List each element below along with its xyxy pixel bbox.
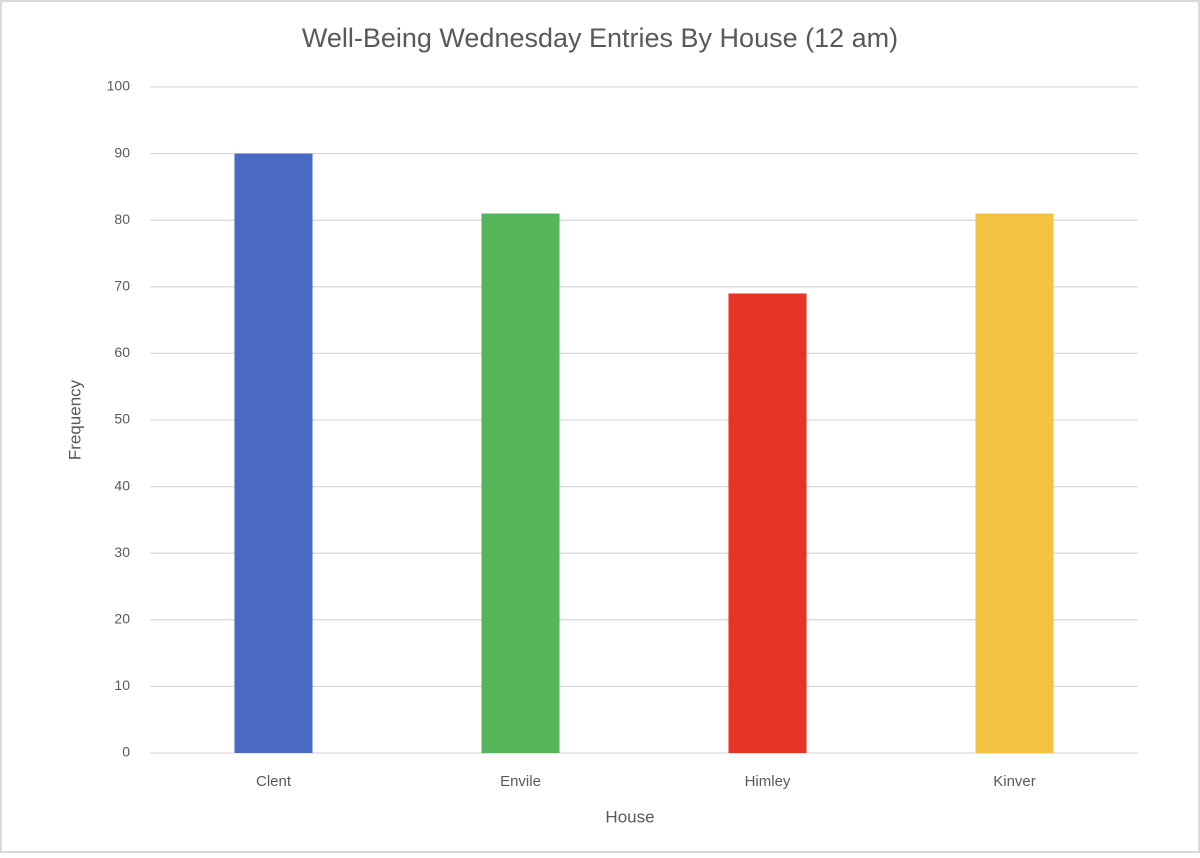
y-tick-label: 20	[114, 611, 130, 627]
y-tick-label: 80	[114, 211, 130, 227]
y-tick-label: 70	[114, 278, 130, 294]
y-tick-label: 90	[114, 144, 130, 160]
bar	[234, 153, 313, 754]
x-tick-label: Clent	[256, 773, 292, 790]
y-tick-label: 100	[107, 78, 131, 94]
y-tick-label: 10	[114, 677, 130, 693]
y-tick-label: 50	[114, 411, 130, 427]
x-tick-label: Envile	[500, 773, 541, 790]
bar	[728, 293, 807, 753]
x-tick-label: Himley	[745, 773, 791, 790]
x-tick-label: Kinver	[993, 773, 1036, 790]
x-axis-title: House	[605, 807, 654, 826]
bar	[975, 213, 1054, 754]
chart-title: Well-Being Wednesday Entries By House (1…	[302, 23, 898, 53]
y-tick-label: 30	[114, 544, 130, 560]
y-tick-label: 60	[114, 344, 130, 360]
y-axis-title: Frequency	[65, 379, 84, 460]
y-tick-label: 0	[122, 744, 130, 760]
bar	[481, 213, 560, 754]
y-tick-label: 40	[114, 477, 130, 493]
